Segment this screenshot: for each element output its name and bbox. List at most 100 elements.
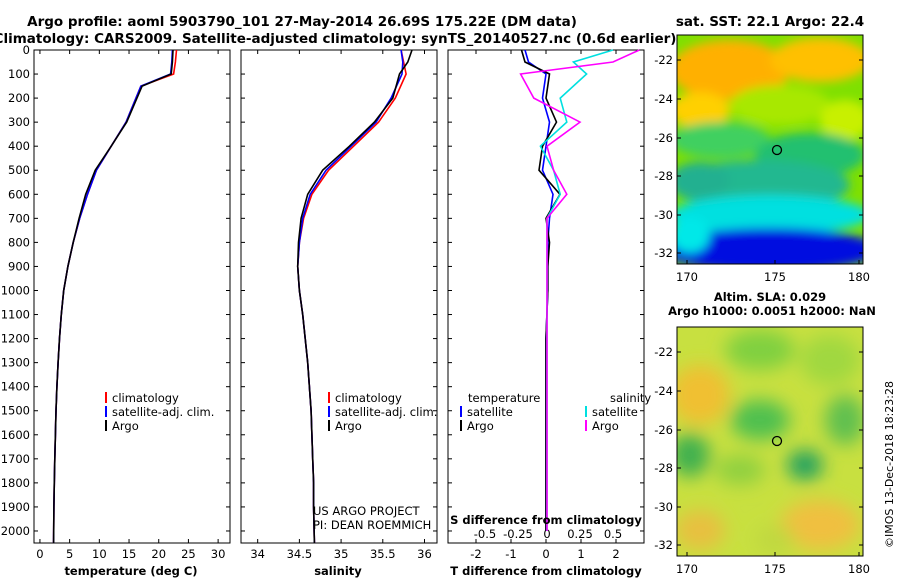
project-annotation: US ARGO PROJECT	[313, 504, 421, 518]
depth-axis: 0 100 200 300 400 500 600 700 800 900 1000 1100 1200…	[1, 43, 644, 538]
lat-tick-label: -24	[654, 384, 673, 398]
depth-tick-label: 1700	[1, 452, 30, 466]
temperature-panel-frame	[33, 49, 231, 544]
lat-tick-label: -32	[654, 538, 673, 552]
lon-tick-label: 180	[848, 562, 870, 576]
lat-tick-label: -24	[654, 92, 673, 106]
temperature-tick-label: 25	[181, 547, 196, 561]
sst-map-image	[677, 35, 863, 264]
figure-title-line1: Argo profile: aoml 5903790_101 27-May-20…	[27, 14, 577, 30]
depth-tick-label: 1900	[1, 500, 30, 514]
series-line-satellite	[539, 49, 614, 531]
salinity-series	[296, 49, 413, 544]
series-line-argo	[519, 49, 640, 531]
lat-tick-label: -32	[654, 246, 673, 260]
difference-tick-label: 1	[577, 547, 584, 561]
temperature-tick-label: 15	[122, 547, 137, 561]
depth-tick-label: 1500	[1, 404, 30, 418]
lat-tick-label: -30	[654, 500, 673, 514]
s-difference-tick-label: 0.5	[604, 527, 622, 541]
sla-argo-location-marker	[771, 435, 783, 447]
legend-label-climatology: climatology	[335, 391, 402, 405]
lat-tick-label: -22	[654, 345, 673, 359]
difference-tick-label: 0	[542, 547, 549, 561]
salinity-x-axis: 34 34.5 35 35.5 36	[250, 50, 432, 561]
lon-tick-label: 180	[848, 270, 870, 284]
temperature-tick-label: 10	[92, 547, 107, 561]
series-line-satellite	[524, 49, 554, 531]
temperature-legend: climatology satellite-adj. clim. Argo	[105, 391, 214, 433]
series-line-climatology	[52, 49, 178, 544]
legend-title-temperature: temperature	[468, 391, 540, 405]
lon-tick-label: 175	[764, 562, 786, 576]
difference-tick-label: -1	[505, 547, 516, 561]
salinity-legend: climatology satellite-adj. clim. Argo	[328, 391, 437, 433]
lat-tick-label: -26	[654, 131, 673, 145]
series-line-satellite-adj-clim-	[52, 49, 174, 544]
depth-tick-label: 900	[8, 259, 30, 273]
legend-label-argo: Argo	[335, 419, 362, 433]
figure-title-line2: Climatology: CARS2009. Satellite-adjuste…	[0, 31, 676, 47]
sla-map-title-1: Altim. SLA: 0.029	[714, 290, 826, 304]
depth-tick-label: 700	[8, 211, 30, 225]
s-difference-tick-label: -0.25	[503, 527, 533, 541]
lon-tick-label: 170	[676, 270, 698, 284]
legend-label-t-satellite: satellite	[467, 405, 513, 419]
series-line-argo	[52, 49, 174, 544]
temperature-series	[52, 49, 178, 544]
sst-argo-location-marker	[771, 144, 783, 156]
temperature-tick-label: 0	[36, 547, 43, 561]
depth-tick-label: 100	[8, 67, 30, 81]
series-line-argo	[520, 49, 561, 531]
temperature-xlabel: temperature (deg C)	[64, 564, 197, 578]
depth-tick-label: 1800	[1, 476, 30, 490]
legend-title-salinity: salinity	[610, 391, 651, 405]
sla-map-image	[677, 327, 863, 556]
lon-tick-label: 175	[764, 270, 786, 284]
lat-tick-label: -26	[654, 423, 673, 437]
depth-tick-label: 2000	[1, 524, 30, 538]
difference-legend: temperature salinity satellite Argo sate…	[460, 391, 651, 433]
difference-x-axis: -2 -1 0 1 2	[470, 50, 620, 561]
temperature-x-axis: 0 5 10 15 20 25 30	[36, 50, 225, 561]
series-line-argo	[296, 49, 413, 544]
salinity-tick-label: 35	[334, 547, 349, 561]
lat-tick-label: -28	[654, 169, 673, 183]
temperature-tick-label: 5	[66, 547, 73, 561]
depth-tick-label: 1400	[1, 380, 30, 394]
sst-map-frame	[676, 34, 864, 265]
depth-tick-label: 1000	[1, 283, 30, 297]
legend-label-satellite: satellite-adj. clim.	[335, 405, 437, 419]
lon-tick-label: 170	[676, 562, 698, 576]
depth-tick-label: 300	[8, 115, 30, 129]
legend-label-s-argo: Argo	[592, 419, 619, 433]
difference-tick-label: -2	[470, 547, 481, 561]
salinity-tick-label: 34.5	[287, 547, 313, 561]
imos-timestamp: ©IMOS 13-Dec-2018 18:23:28	[883, 381, 896, 548]
legend-label-satellite: satellite-adj. clim.	[112, 405, 214, 419]
depth-tick-label: 200	[8, 91, 30, 105]
salinity-tick-label: 36	[417, 547, 432, 561]
difference-tick-label: 2	[612, 547, 619, 561]
legend-label-s-satellite: satellite	[592, 405, 638, 419]
s-difference-tick-label: -0.5	[474, 527, 496, 541]
depth-tick-label: 0	[23, 43, 30, 57]
salinity-tick-label: 34	[250, 547, 265, 561]
salinity-panel-frame	[240, 49, 438, 544]
lat-tick-label: -22	[654, 53, 673, 67]
depth-tick-label: 1600	[1, 428, 30, 442]
depth-tick-label: 400	[8, 139, 30, 153]
difference-xlabel: T difference from climatology	[450, 564, 642, 578]
s-difference-tick-label: 0	[543, 527, 550, 541]
legend-label-climatology: climatology	[112, 391, 179, 405]
depth-tick-label: 1100	[1, 308, 30, 322]
difference-series	[519, 49, 640, 531]
lat-tick-label: -30	[654, 208, 673, 222]
pi-annotation: PI: DEAN ROEMMICH	[313, 518, 431, 532]
s-difference-label: S difference from climatology	[450, 513, 642, 527]
depth-tick-label: 600	[8, 187, 30, 201]
lat-tick-label: -28	[654, 461, 673, 475]
